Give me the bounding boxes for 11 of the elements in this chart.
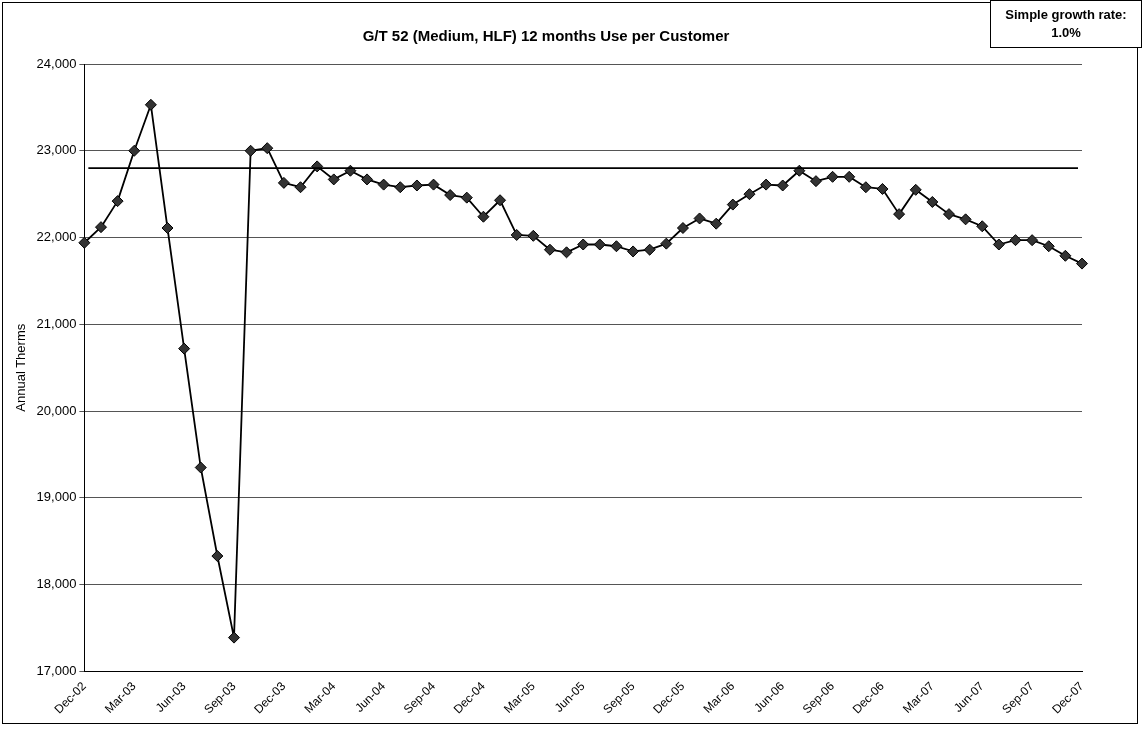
- y-tick-label: 22,000: [36, 229, 77, 245]
- text: Simple growth rate: 1.0%: [990, 0, 1142, 48]
- y-tick-label: 23,000: [36, 142, 77, 158]
- y-tick-label: 18,000: [36, 576, 77, 592]
- y-tick-label: 20,000: [36, 402, 77, 418]
- y-tick-label: 21,000: [36, 315, 77, 331]
- y-tick-label: 19,000: [36, 489, 77, 505]
- y-tick-label: 17,000: [36, 663, 77, 679]
- y-axis-title: Annual Therms: [13, 323, 29, 412]
- chart-title: G/T 52 (Medium, HLF) 12 months Use per Customer: [362, 27, 730, 45]
- y-tick-label: 24,000: [36, 55, 77, 71]
